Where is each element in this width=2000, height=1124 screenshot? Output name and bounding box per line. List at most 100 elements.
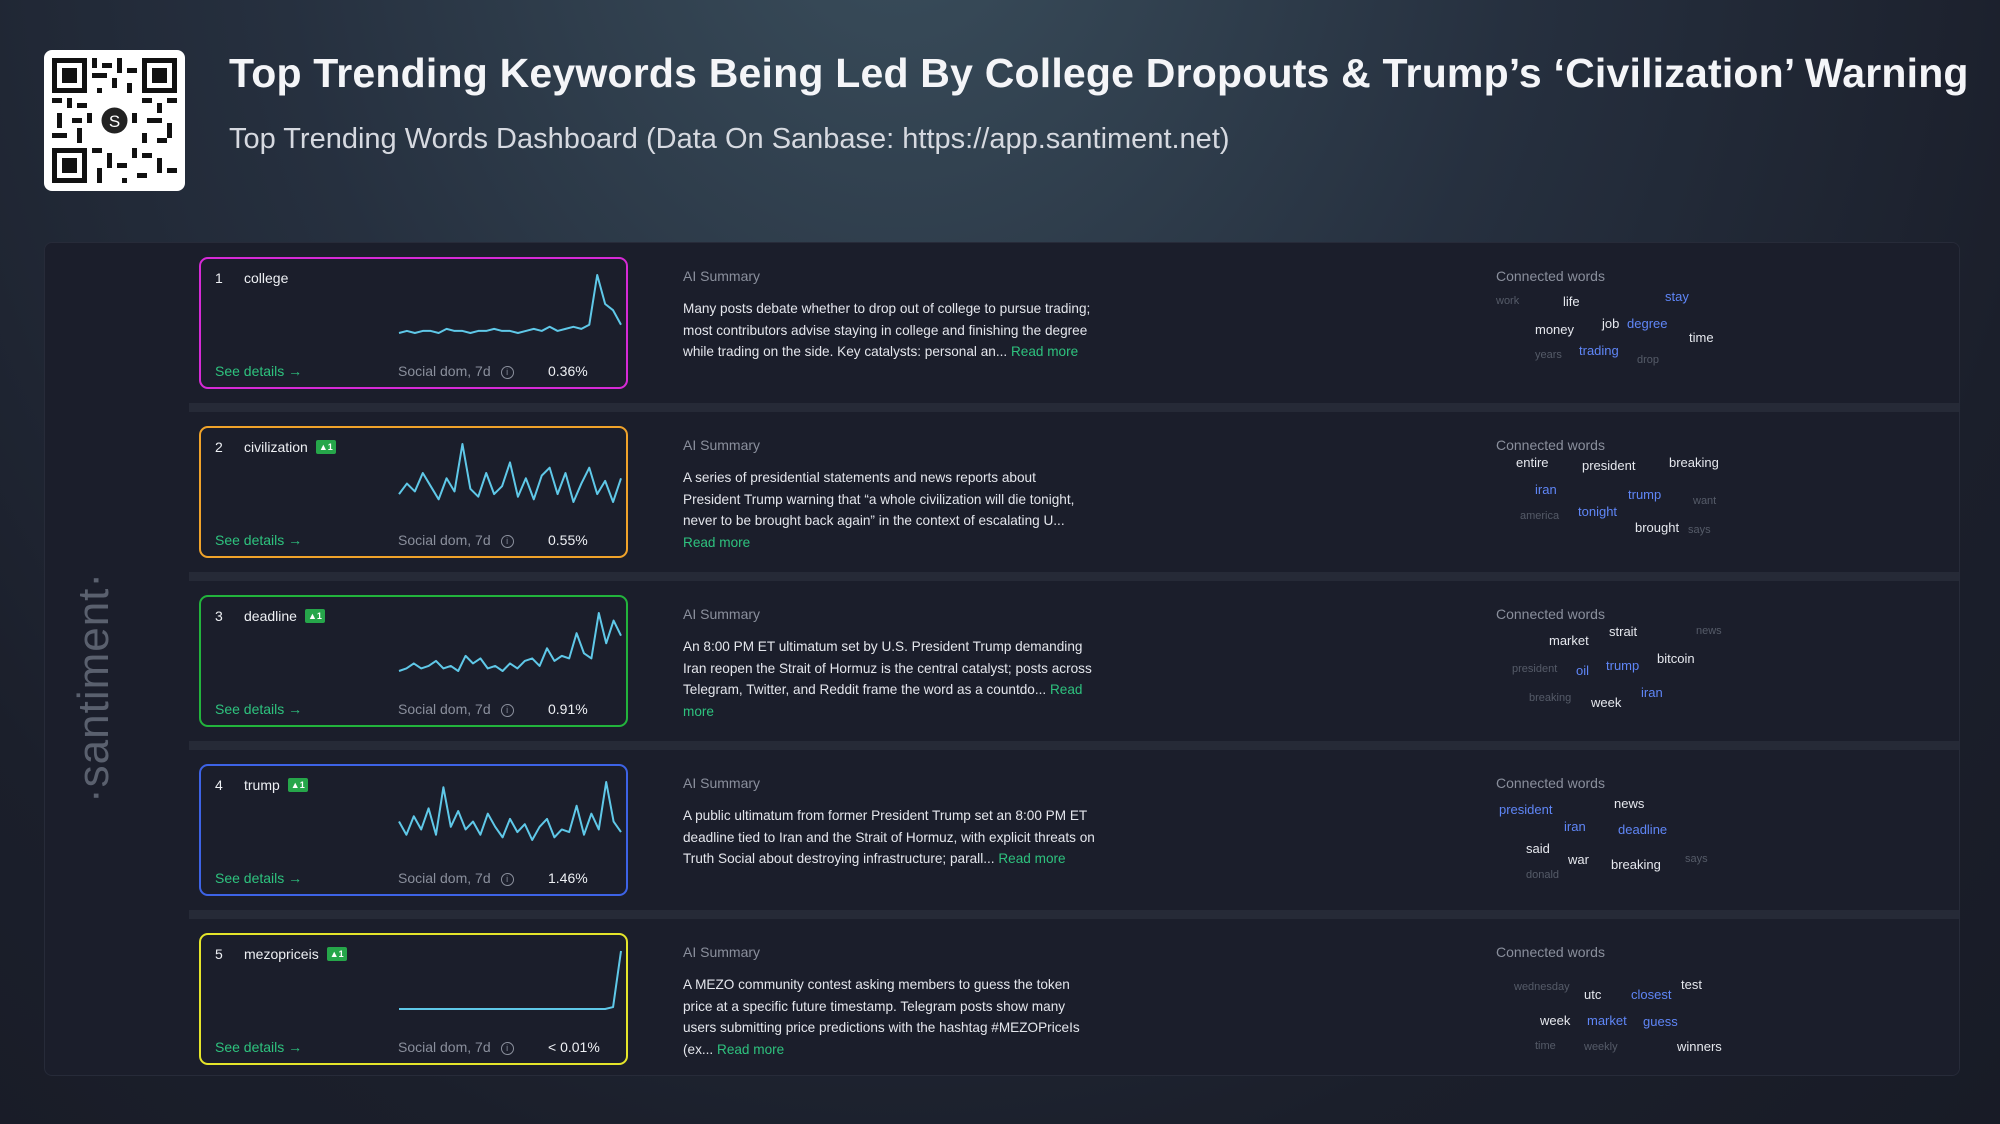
trend-card[interactable]: 4 trump ▲1 See details → Social dom, 7d i… [199,764,628,896]
connected-word[interactable]: closest [1631,987,1672,1002]
trend-card[interactable]: 2 civilization ▲1 See details → Social d… [199,426,628,558]
connected-word[interactable]: guess [1643,1014,1678,1029]
trend-word[interactable]: trump ▲1 [244,777,308,793]
trend-word-label: deadline [244,608,297,624]
info-icon[interactable]: i [500,1042,514,1055]
connected-word[interactable]: bitcoin [1657,651,1695,666]
connected-word[interactable]: life [1563,294,1580,309]
connected-word[interactable]: president [1512,663,1558,675]
sparkline-path [398,443,622,503]
ai-summary-text: Many posts debate whether to drop out of… [683,298,1095,363]
ai-summary-text: An 8:00 PM ET ultimatum set by U.S. Pres… [683,636,1095,722]
connected-word[interactable]: trump [1606,658,1640,673]
info-icon[interactable]: i [500,704,514,717]
santiment-logo: ·santiment· [69,571,118,803]
connected-words-heading: Connected words [1496,437,1605,453]
connected-word[interactable]: america [1520,510,1560,522]
connected-word[interactable]: time [1535,1040,1556,1052]
connected-word[interactable]: deadline [1618,822,1668,837]
social-dominance-sparkline [399,950,622,1010]
read-more-link[interactable]: Read more [717,1041,785,1057]
social-dominance-sparkline [398,274,622,334]
social-dom-value: 0.91% [548,701,588,717]
connected-word[interactable]: want [1693,495,1717,507]
connected-word[interactable]: oil [1576,663,1590,678]
connected-word[interactable]: weekly [1584,1041,1618,1053]
connected-word[interactable]: donald [1526,869,1560,881]
connected-word[interactable]: iran [1641,685,1663,700]
connected-word[interactable]: tonight [1578,504,1618,519]
connected-word[interactable]: news [1614,796,1645,811]
connected-word[interactable]: news [1696,625,1722,637]
connected-word[interactable]: stay [1665,289,1689,304]
connected-word[interactable]: strait [1609,624,1638,639]
trend-word[interactable]: deadline ▲1 [244,608,325,624]
connected-words-heading: Connected words [1496,944,1605,960]
summary-body: An 8:00 PM ET ultimatum set by U.S. Pres… [683,639,1092,698]
trend-word[interactable]: mezopriceis ▲1 [244,946,347,962]
connected-word[interactable]: trump [1628,487,1662,502]
connected-word[interactable]: job [1602,316,1620,331]
see-details-link[interactable]: See details → [215,701,303,717]
connected-word[interactable]: test [1681,977,1702,992]
read-more-link[interactable]: Read more [683,534,751,550]
social-dom-label: Social dom, 7d i [398,870,514,886]
summary-body: Many posts debate whether to drop out of… [683,301,1091,360]
social-dom-label: Social dom, 7d i [398,1039,514,1055]
svg-text:S: S [109,112,120,131]
info-icon[interactable]: i [500,873,514,886]
connected-word[interactable]: utc [1584,987,1602,1002]
trend-word-label: college [244,270,289,286]
connected-word[interactable]: brought [1635,520,1680,535]
info-icon[interactable]: i [500,366,514,379]
read-more-link[interactable]: Read more [683,682,1083,719]
trend-card[interactable]: 3 deadline ▲1 See details → Social dom, … [199,595,628,727]
social-dom-value: < 0.01% [548,1039,600,1055]
connected-word[interactable]: week [1591,695,1622,710]
ai-summary-heading: AI Summary [683,606,761,622]
trend-word-label: trump [244,777,280,793]
see-details-link[interactable]: See details → [215,532,303,548]
connected-word[interactable]: time [1689,330,1714,345]
connected-word[interactable]: breaking [1669,455,1719,470]
trend-card[interactable]: 1 college See details → Social dom, 7d i … [199,257,628,389]
connected-word[interactable]: years [1535,349,1562,361]
connected-word[interactable]: market [1549,633,1589,648]
read-more-link[interactable]: Read more [1010,344,1079,360]
read-more-link[interactable]: Read more [998,851,1066,867]
connected-word[interactable]: says [1685,853,1708,865]
connected-word[interactable]: wednesday [1514,981,1570,993]
connected-word[interactable]: trading [1579,343,1619,358]
connected-word[interactable]: war [1568,852,1589,867]
see-details-link[interactable]: See details → [215,1039,303,1055]
social-dom-text: Social dom, 7d [398,701,491,717]
see-details-link[interactable]: See details → [215,363,303,379]
connected-word[interactable]: entire [1516,455,1549,470]
connected-word[interactable]: week [1540,1013,1571,1028]
connected-word[interactable]: said [1526,841,1550,856]
see-details-link[interactable]: See details → [215,870,303,886]
trend-word[interactable]: college [244,270,288,286]
connected-word[interactable]: money [1535,322,1575,337]
trending-row: 4 trump ▲1 See details → Social dom, 7d i… [189,750,1959,910]
connected-word[interactable]: market [1587,1013,1627,1028]
connected-word[interactable]: says [1688,524,1711,536]
connected-word[interactable]: breaking [1611,857,1661,872]
connected-word[interactable]: president [1499,802,1553,817]
trend-card[interactable]: 5 mezopriceis ▲1 See details → Social do… [199,933,628,1065]
info-icon[interactable]: i [500,535,514,548]
connected-word[interactable]: president [1582,458,1636,473]
connected-word[interactable]: winners [1677,1039,1722,1054]
social-dominance-sparkline [398,443,622,503]
connected-word[interactable]: iran [1564,819,1586,834]
trend-word[interactable]: civilization ▲1 [244,439,336,455]
connected-word[interactable]: breaking [1529,692,1572,704]
connected-words-heading: Connected words [1496,775,1605,791]
connected-word[interactable]: iran [1535,482,1557,497]
rank-number: 1 [215,270,223,286]
connected-word[interactable]: degree [1627,316,1668,331]
connected-word[interactable]: work [1496,295,1520,307]
ai-summary-heading: AI Summary [683,944,761,960]
connected-word[interactable]: drop [1637,354,1660,366]
trending-row: 5 mezopriceis ▲1 See details → Social do… [189,919,1959,1075]
